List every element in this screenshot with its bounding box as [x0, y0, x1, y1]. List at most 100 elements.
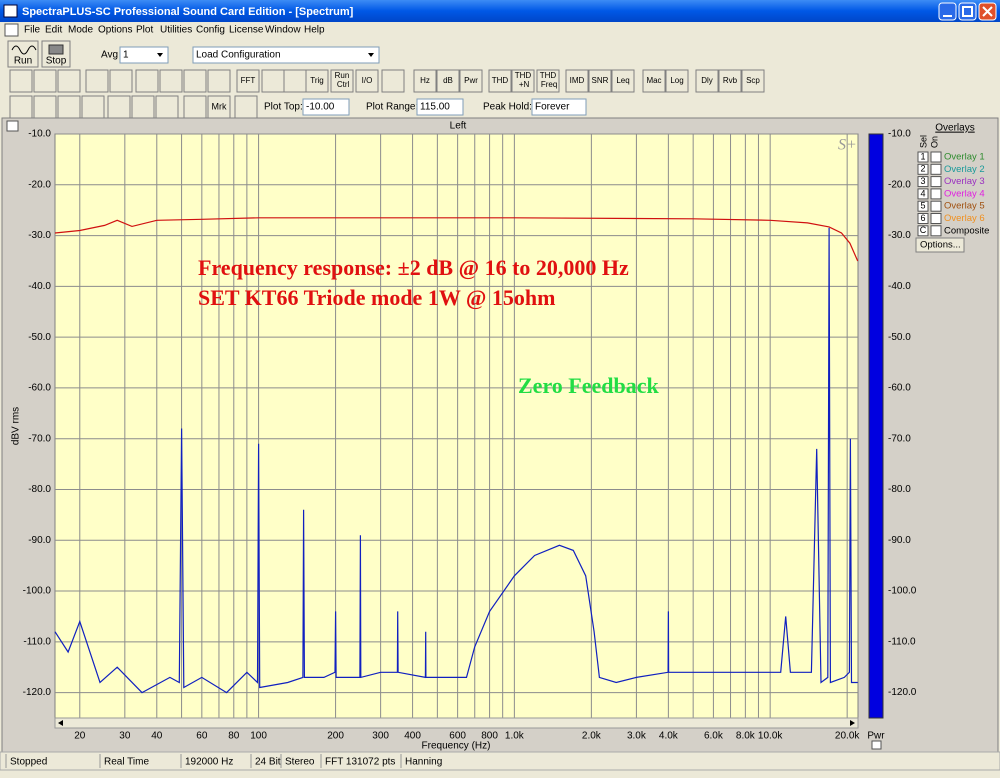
icon-button[interactable] — [131, 95, 155, 119]
button-label[interactable]: dB — [443, 76, 453, 85]
button-label[interactable]: Rvb — [723, 76, 738, 85]
button-label[interactable]: Scp — [746, 76, 760, 85]
avg-box[interactable] — [119, 46, 169, 64]
button[interactable] — [665, 69, 689, 93]
menu-item[interactable]: Plot — [136, 25, 153, 36]
minimize[interactable] — [938, 2, 957, 21]
overlay-checkbox[interactable] — [930, 225, 942, 237]
icon-button[interactable] — [183, 69, 207, 93]
button-label[interactable]: FFT — [241, 76, 256, 85]
plot-bg — [54, 133, 859, 719]
scrollbar — [54, 717, 859, 729]
options-button[interactable] — [915, 237, 965, 253]
plot-range-box[interactable] — [416, 98, 464, 116]
button-label[interactable]: I/O — [362, 76, 373, 85]
overlay-checkbox[interactable] — [930, 163, 942, 175]
expand[interactable] — [871, 740, 882, 750]
menu-item[interactable]: License — [229, 25, 264, 36]
button-label[interactable]: Leq — [616, 76, 629, 85]
icon-button[interactable] — [9, 69, 33, 93]
icon-button[interactable] — [57, 69, 81, 93]
button[interactable] — [536, 69, 560, 93]
y-tick-label: -80.0 — [28, 484, 51, 495]
peak-hold-box[interactable] — [531, 98, 587, 116]
menu-item[interactable]: Help — [304, 25, 325, 36]
overlay-checkbox[interactable] — [930, 188, 942, 200]
button[interactable] — [236, 69, 260, 93]
collapse[interactable] — [6, 120, 19, 132]
button-label[interactable]: THD Freq — [539, 71, 558, 89]
button[interactable] — [611, 69, 635, 93]
overlay-checkbox[interactable] — [930, 176, 942, 188]
y-tick-label: -110.0 — [23, 636, 51, 647]
menu-item[interactable]: Mode — [68, 25, 93, 36]
icon-button[interactable] — [57, 95, 81, 119]
overlay-checkbox[interactable] — [930, 200, 942, 212]
button[interactable] — [588, 69, 612, 93]
button[interactable] — [305, 69, 329, 93]
overlay-checkbox[interactable] — [930, 213, 942, 224]
icon-button[interactable] — [109, 69, 133, 93]
button-label[interactable]: Trig — [310, 76, 323, 85]
maximize[interactable] — [958, 2, 977, 21]
button-label[interactable]: Pwr — [464, 76, 478, 85]
icon-button[interactable] — [135, 69, 159, 93]
dropdown-arrow — [157, 53, 163, 57]
button[interactable] — [355, 69, 379, 93]
button[interactable] — [741, 69, 765, 93]
icon-button[interactable] — [159, 69, 183, 93]
button[interactable] — [695, 69, 719, 93]
icon-button[interactable] — [381, 69, 405, 93]
peak-hold-value: Forever — [535, 102, 570, 113]
button-label[interactable]: SNR — [592, 76, 609, 85]
icon-button[interactable] — [33, 95, 57, 119]
overlay-checkbox[interactable] — [930, 151, 942, 163]
app-icon — [3, 4, 18, 18]
icon-button[interactable] — [9, 95, 33, 119]
icon-button[interactable] — [283, 69, 307, 93]
menu-item[interactable]: Window — [265, 25, 301, 36]
button-label[interactable]: THD — [492, 76, 509, 85]
button-label[interactable]: THD +N — [515, 71, 532, 89]
button-label[interactable]: Dly — [701, 76, 713, 85]
button[interactable] — [207, 95, 231, 119]
overlay-key-box — [917, 188, 929, 200]
overlay-key: C — [920, 225, 927, 235]
button-label[interactable]: IMD — [570, 76, 585, 85]
button[interactable] — [511, 69, 535, 93]
icon-button[interactable] — [85, 69, 109, 93]
button[interactable] — [565, 69, 589, 93]
icon-button[interactable] — [234, 95, 258, 119]
menu-item[interactable]: Config — [196, 25, 225, 36]
button[interactable] — [436, 69, 460, 93]
status-bar — [0, 751, 1000, 771]
x-tick-label: 400 — [404, 731, 421, 742]
options-label[interactable]: Options... — [920, 240, 961, 251]
button[interactable] — [718, 69, 742, 93]
button-label[interactable]: Mac — [646, 76, 661, 85]
button[interactable] — [330, 69, 354, 93]
icon-button[interactable] — [107, 95, 131, 119]
icon-button[interactable] — [183, 95, 207, 119]
menu-item[interactable]: Utilities — [160, 25, 192, 36]
icon-button[interactable] — [33, 69, 57, 93]
overlay-label: Overlay 4 — [944, 188, 985, 199]
icon-button[interactable] — [207, 69, 231, 93]
button-label[interactable]: Log — [670, 76, 683, 85]
icon-button[interactable] — [261, 69, 285, 93]
menu-item[interactable]: Edit — [45, 25, 62, 36]
icon-button[interactable] — [81, 95, 105, 119]
button[interactable] — [642, 69, 666, 93]
button-label[interactable]: Hz — [420, 76, 430, 85]
button[interactable] — [459, 69, 483, 93]
overlay-key: 4 — [920, 188, 925, 198]
plot-top-box[interactable] — [302, 98, 350, 116]
button[interactable] — [488, 69, 512, 93]
button[interactable] — [413, 69, 437, 93]
config-box[interactable] — [192, 46, 380, 64]
icon-button[interactable] — [155, 95, 179, 119]
button-label[interactable]: Run Ctrl — [335, 71, 350, 89]
overlay-label: Composite — [944, 225, 989, 236]
menu-item[interactable]: File — [24, 25, 41, 36]
menu-item[interactable]: Options — [98, 25, 132, 36]
